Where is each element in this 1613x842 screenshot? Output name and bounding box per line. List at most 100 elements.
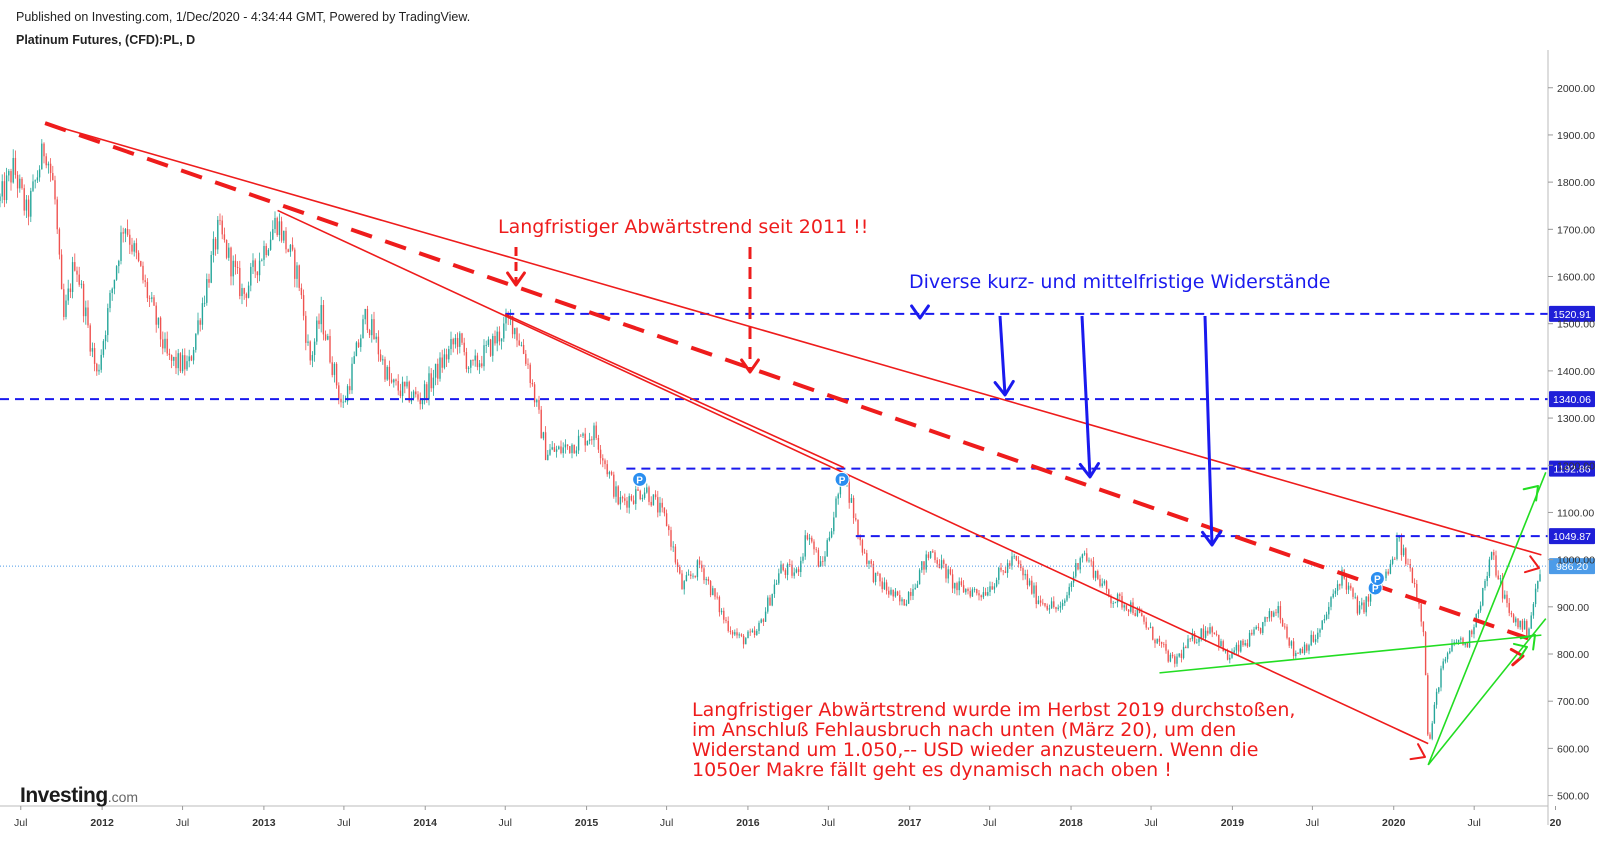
event-marker-label: P	[636, 475, 643, 486]
candle-body	[896, 591, 899, 596]
candle-body	[338, 385, 340, 399]
candle-body	[1435, 691, 1438, 705]
candle-body	[566, 444, 569, 447]
candle-body	[406, 381, 408, 387]
candle-body	[1057, 607, 1059, 610]
candle-body	[602, 458, 604, 461]
candle-body	[736, 632, 738, 636]
resistance-arrow-head	[993, 379, 1015, 397]
annotation-line: Widerstand um 1.050,-- USD wieder anzust…	[692, 739, 1259, 761]
candle-body	[1009, 563, 1011, 566]
candle-body	[1039, 600, 1042, 603]
candle-body	[1431, 723, 1433, 739]
candle-body	[527, 363, 529, 365]
candle-body	[74, 262, 76, 271]
candle-body	[412, 391, 415, 399]
annotation-line: 1050er Makre fällt geht es dynamisch nac…	[692, 759, 1172, 781]
candle-body	[1277, 606, 1279, 614]
candle-body	[379, 354, 382, 361]
candle-body	[1308, 645, 1310, 651]
candle-body	[63, 289, 65, 317]
candle-body	[753, 630, 756, 636]
candle-body	[96, 363, 98, 372]
candle-body	[1495, 555, 1497, 576]
candle-body	[124, 228, 127, 234]
candle-body	[1198, 638, 1200, 643]
candle-body	[1321, 620, 1323, 630]
candle-body	[467, 367, 470, 369]
price-level-label: 1520.91	[1553, 309, 1591, 321]
annotation-line: Langfristiger Abwärtstrend wurde im Herb…	[692, 699, 1296, 721]
candle-body	[1237, 644, 1240, 652]
annotation-downtrend: Langfristiger Abwärtstrend seit 2011 !!	[498, 216, 869, 238]
candle-body	[1297, 653, 1299, 654]
candle-body	[1420, 604, 1422, 622]
candle-body	[1165, 644, 1167, 651]
candle-body	[478, 363, 481, 368]
candle-body	[1204, 630, 1207, 638]
candle-body	[1323, 619, 1326, 621]
candle-body	[41, 143, 43, 170]
support-line	[1427, 618, 1547, 766]
candle-body	[1233, 650, 1235, 653]
time-axis: Jul 2012 Jul 2013 Jul 2014 Jul 2015 Jul 2016 Jul 20…	[0, 805, 1562, 829]
candle-body	[648, 487, 650, 502]
candle-body	[1292, 641, 1295, 657]
logo-text: Investing	[20, 784, 108, 807]
candle-body	[723, 610, 725, 620]
candle-body	[269, 239, 272, 250]
candle-body	[474, 355, 476, 361]
candle-body	[234, 260, 237, 268]
candle-body	[1022, 568, 1024, 576]
candle-body	[14, 157, 17, 175]
candle-body	[80, 283, 83, 285]
candle-body	[12, 157, 14, 183]
candle-body	[617, 486, 619, 505]
candle-body	[263, 245, 265, 260]
candle-body	[289, 244, 292, 252]
event-marker-label: P	[1374, 575, 1381, 586]
candle-body	[786, 564, 789, 575]
candle-body	[1207, 630, 1209, 634]
candle-body	[393, 379, 395, 383]
candle-body	[1284, 626, 1286, 628]
candle-body	[1081, 554, 1084, 559]
candle-body	[540, 409, 542, 439]
candle-body	[683, 581, 685, 590]
time-tick-label: Jul	[1306, 817, 1319, 829]
candle-body	[588, 439, 591, 441]
candle-body	[951, 574, 954, 589]
candle-body	[1332, 593, 1334, 598]
candle-body	[476, 355, 479, 368]
candle-body	[560, 446, 562, 454]
candle-body	[716, 596, 718, 598]
candle-body	[1317, 632, 1319, 640]
candle-body	[674, 546, 677, 563]
candle-body	[225, 239, 228, 258]
candle-body	[357, 342, 360, 348]
candle-body	[536, 399, 538, 403]
candle-body	[1306, 644, 1308, 651]
investing-logo[interactable]: Investing.com	[20, 784, 138, 808]
candle-body	[0, 196, 1, 201]
candle-body	[778, 573, 780, 584]
time-tick-label: 2015	[575, 817, 599, 829]
candles	[0, 139, 1541, 741]
candle-body	[819, 561, 822, 567]
candle-body	[958, 581, 960, 591]
candle-body	[1411, 568, 1414, 583]
candle-body	[232, 260, 234, 277]
candle-body	[1281, 619, 1284, 627]
candle-body	[1521, 620, 1524, 630]
candle-body	[1490, 552, 1493, 560]
candle-body	[159, 317, 162, 340]
candle-body	[861, 540, 864, 553]
candle-body	[371, 319, 373, 336]
candle-body	[1385, 571, 1387, 579]
candle-body	[1123, 605, 1125, 608]
candle-body	[1517, 618, 1519, 628]
candle-body	[142, 265, 144, 281]
candle-body	[1455, 641, 1458, 643]
candle-body	[432, 377, 435, 389]
